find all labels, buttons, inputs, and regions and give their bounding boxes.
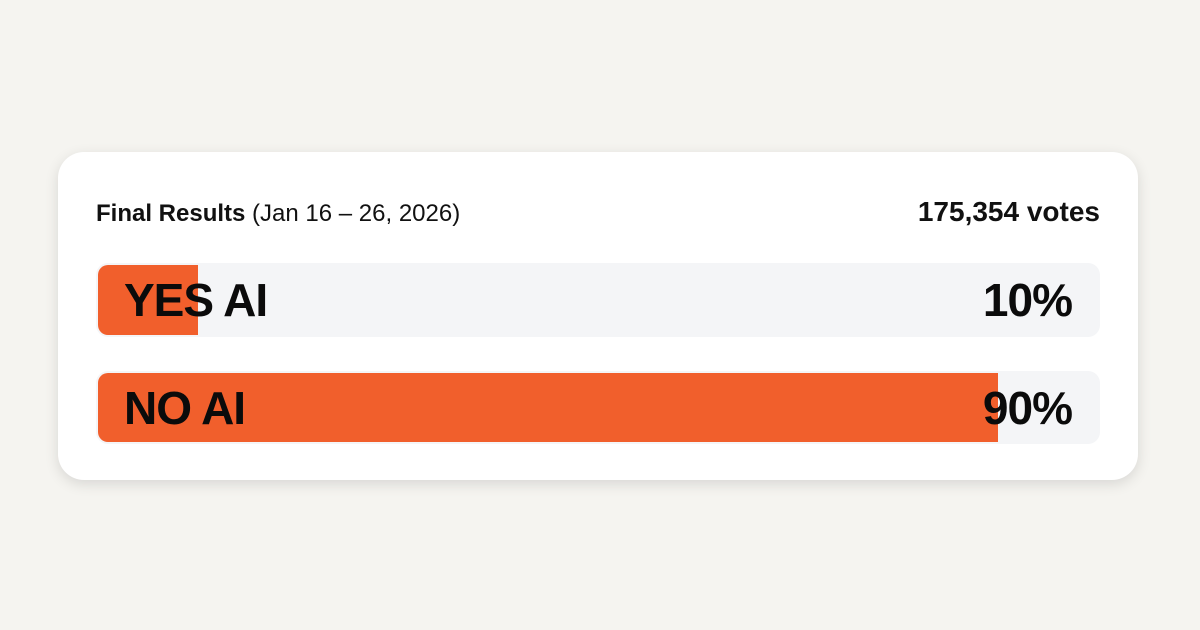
result-bar-yes: YES AI 10%	[96, 263, 1100, 337]
option-label: NO AI	[124, 381, 246, 434]
title-label: Final Results	[96, 200, 246, 227]
option-label: YES AI	[124, 274, 268, 326]
option-percent: 10%	[982, 274, 1073, 326]
results-title: Final Results (Jan 16 – 26, 2026)	[96, 200, 460, 228]
date-range: (Jan 16 – 26, 2026)	[252, 200, 461, 227]
results-card: Final Results (Jan 16 – 26, 2026) 175,35…	[58, 152, 1138, 480]
result-bar-no: NO AI 90%	[96, 371, 1100, 444]
results-header: Final Results (Jan 16 – 26, 2026) 175,35…	[96, 196, 1100, 228]
option-percent: 90%	[982, 381, 1073, 434]
result-fill	[98, 265, 198, 335]
vote-count: 175,354 votes	[917, 196, 1100, 227]
result-fill	[98, 373, 998, 442]
